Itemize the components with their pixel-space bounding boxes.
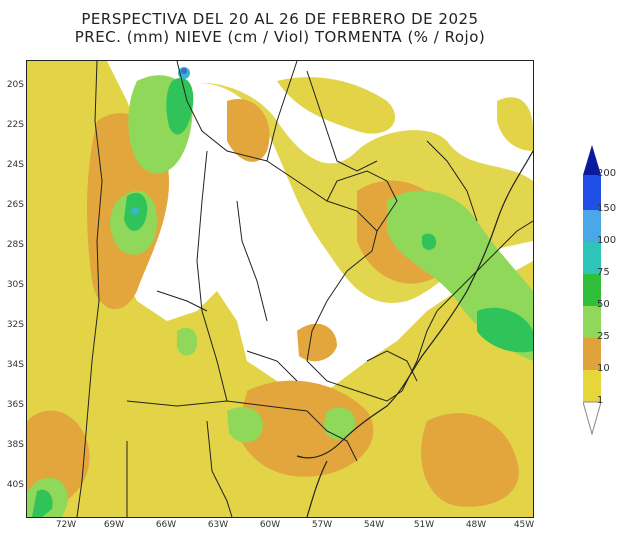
lon-label-72w: 72W	[55, 520, 77, 530]
legend-colorbar	[583, 145, 601, 435]
lat-label-36s: 36S	[6, 400, 24, 410]
legend-label-10: 10	[597, 363, 610, 374]
lon-label-60w: 60W	[259, 520, 281, 530]
legend-swatch-75	[583, 242, 601, 274]
lat-label-28s: 28S	[6, 240, 24, 250]
legend-label-100: 100	[597, 235, 617, 246]
legend-swatch-200	[583, 145, 601, 175]
legend-swatch-below	[583, 401, 601, 435]
precip-green-layer	[32, 77, 533, 517]
lat-label-20s: 20S	[6, 80, 24, 90]
lon-label-69w: 69W	[103, 520, 125, 530]
lon-label-48w: 48W	[465, 520, 487, 530]
lat-label-38s: 38S	[6, 440, 24, 450]
legend-swatch-50	[583, 274, 601, 306]
map-title-line-1: PERSPECTIVA DEL 20 AL 26 DE FEBRERO DE 2…	[81, 10, 479, 28]
lat-label-30s: 30S	[6, 280, 24, 290]
legend-swatch-25	[583, 306, 601, 338]
legend-label-150: 150	[597, 203, 617, 214]
lat-label-32s: 32S	[6, 320, 24, 330]
lon-label-57w: 57W	[311, 520, 333, 530]
legend-label-75: 75	[597, 267, 610, 278]
lat-label-40s: 40S	[6, 480, 24, 490]
legend-swatch-10	[583, 338, 601, 370]
lat-label-22s: 22S	[6, 120, 24, 130]
lat-label-24s: 24S	[6, 160, 24, 170]
lon-label-54w: 54W	[363, 520, 385, 530]
lat-label-34s: 34S	[6, 360, 24, 370]
lon-label-51w: 51W	[413, 520, 435, 530]
lon-label-45w: 45W	[513, 520, 535, 530]
legend-label-50: 50	[597, 299, 610, 310]
map-svg	[27, 61, 533, 517]
lon-label-66w: 66W	[155, 520, 177, 530]
legend-swatch-100	[583, 210, 601, 242]
precipitation-map	[26, 60, 534, 518]
legend-label-25: 25	[597, 331, 610, 342]
legend-swatch-1	[583, 370, 601, 402]
lon-label-63w: 63W	[207, 520, 229, 530]
coastline	[296, 150, 533, 517]
legend-label-200: 200	[597, 168, 617, 179]
map-title-line-2: PREC. (mm) NIEVE (cm / Viol) TORMENTA (%…	[74, 28, 486, 46]
legend-label-1: 1	[597, 395, 604, 406]
legend-swatch-150	[583, 175, 601, 210]
lat-label-26s: 26S	[6, 200, 24, 210]
